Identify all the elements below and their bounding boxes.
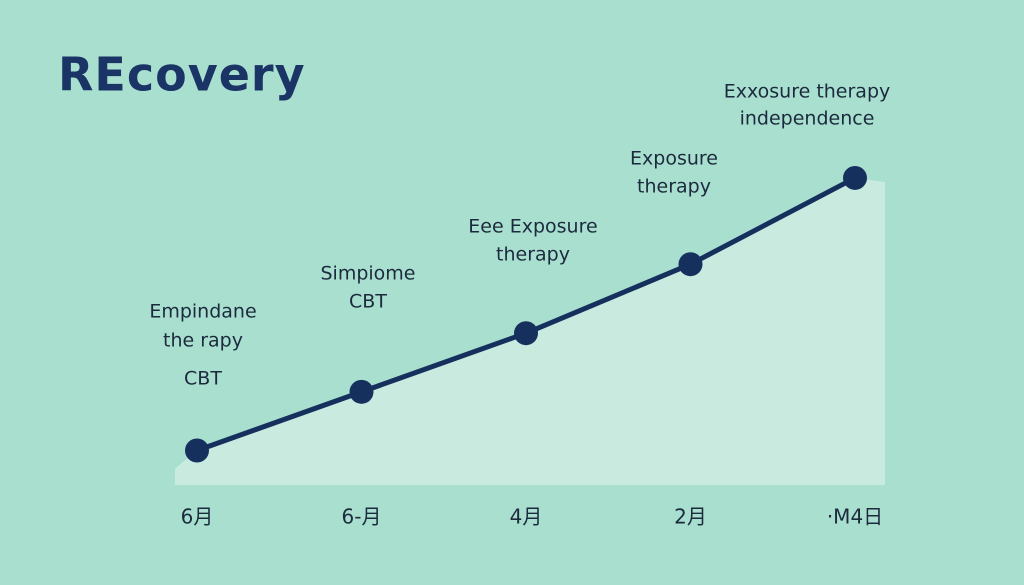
annotation: CBT xyxy=(184,368,222,390)
x-tick-label: 6-月 xyxy=(342,505,382,529)
point xyxy=(185,438,209,463)
x-tick-label: 4月 xyxy=(510,505,543,529)
annotation: Simpiome xyxy=(320,263,415,285)
annotation: Exposure xyxy=(630,148,718,170)
point xyxy=(349,379,374,404)
annotation: Eee Exposure xyxy=(468,216,597,238)
area xyxy=(175,177,885,485)
annotation: Empindane xyxy=(149,301,256,323)
annotation: therapy xyxy=(496,244,570,266)
point xyxy=(843,165,867,190)
x-tick-label: 6月 xyxy=(181,505,214,529)
point xyxy=(678,252,703,277)
chart-title: REcovery xyxy=(58,48,306,102)
annotation: Exxosure therapy xyxy=(724,81,891,103)
annotation: independence xyxy=(740,108,875,130)
x-tick-label: ·M4日 xyxy=(827,505,883,529)
annotation: therapy xyxy=(637,176,711,198)
x-tick-label: 2月 xyxy=(674,505,707,529)
annotation: CBT xyxy=(349,291,387,313)
point xyxy=(514,321,538,346)
annotation: the rapy xyxy=(163,330,243,352)
